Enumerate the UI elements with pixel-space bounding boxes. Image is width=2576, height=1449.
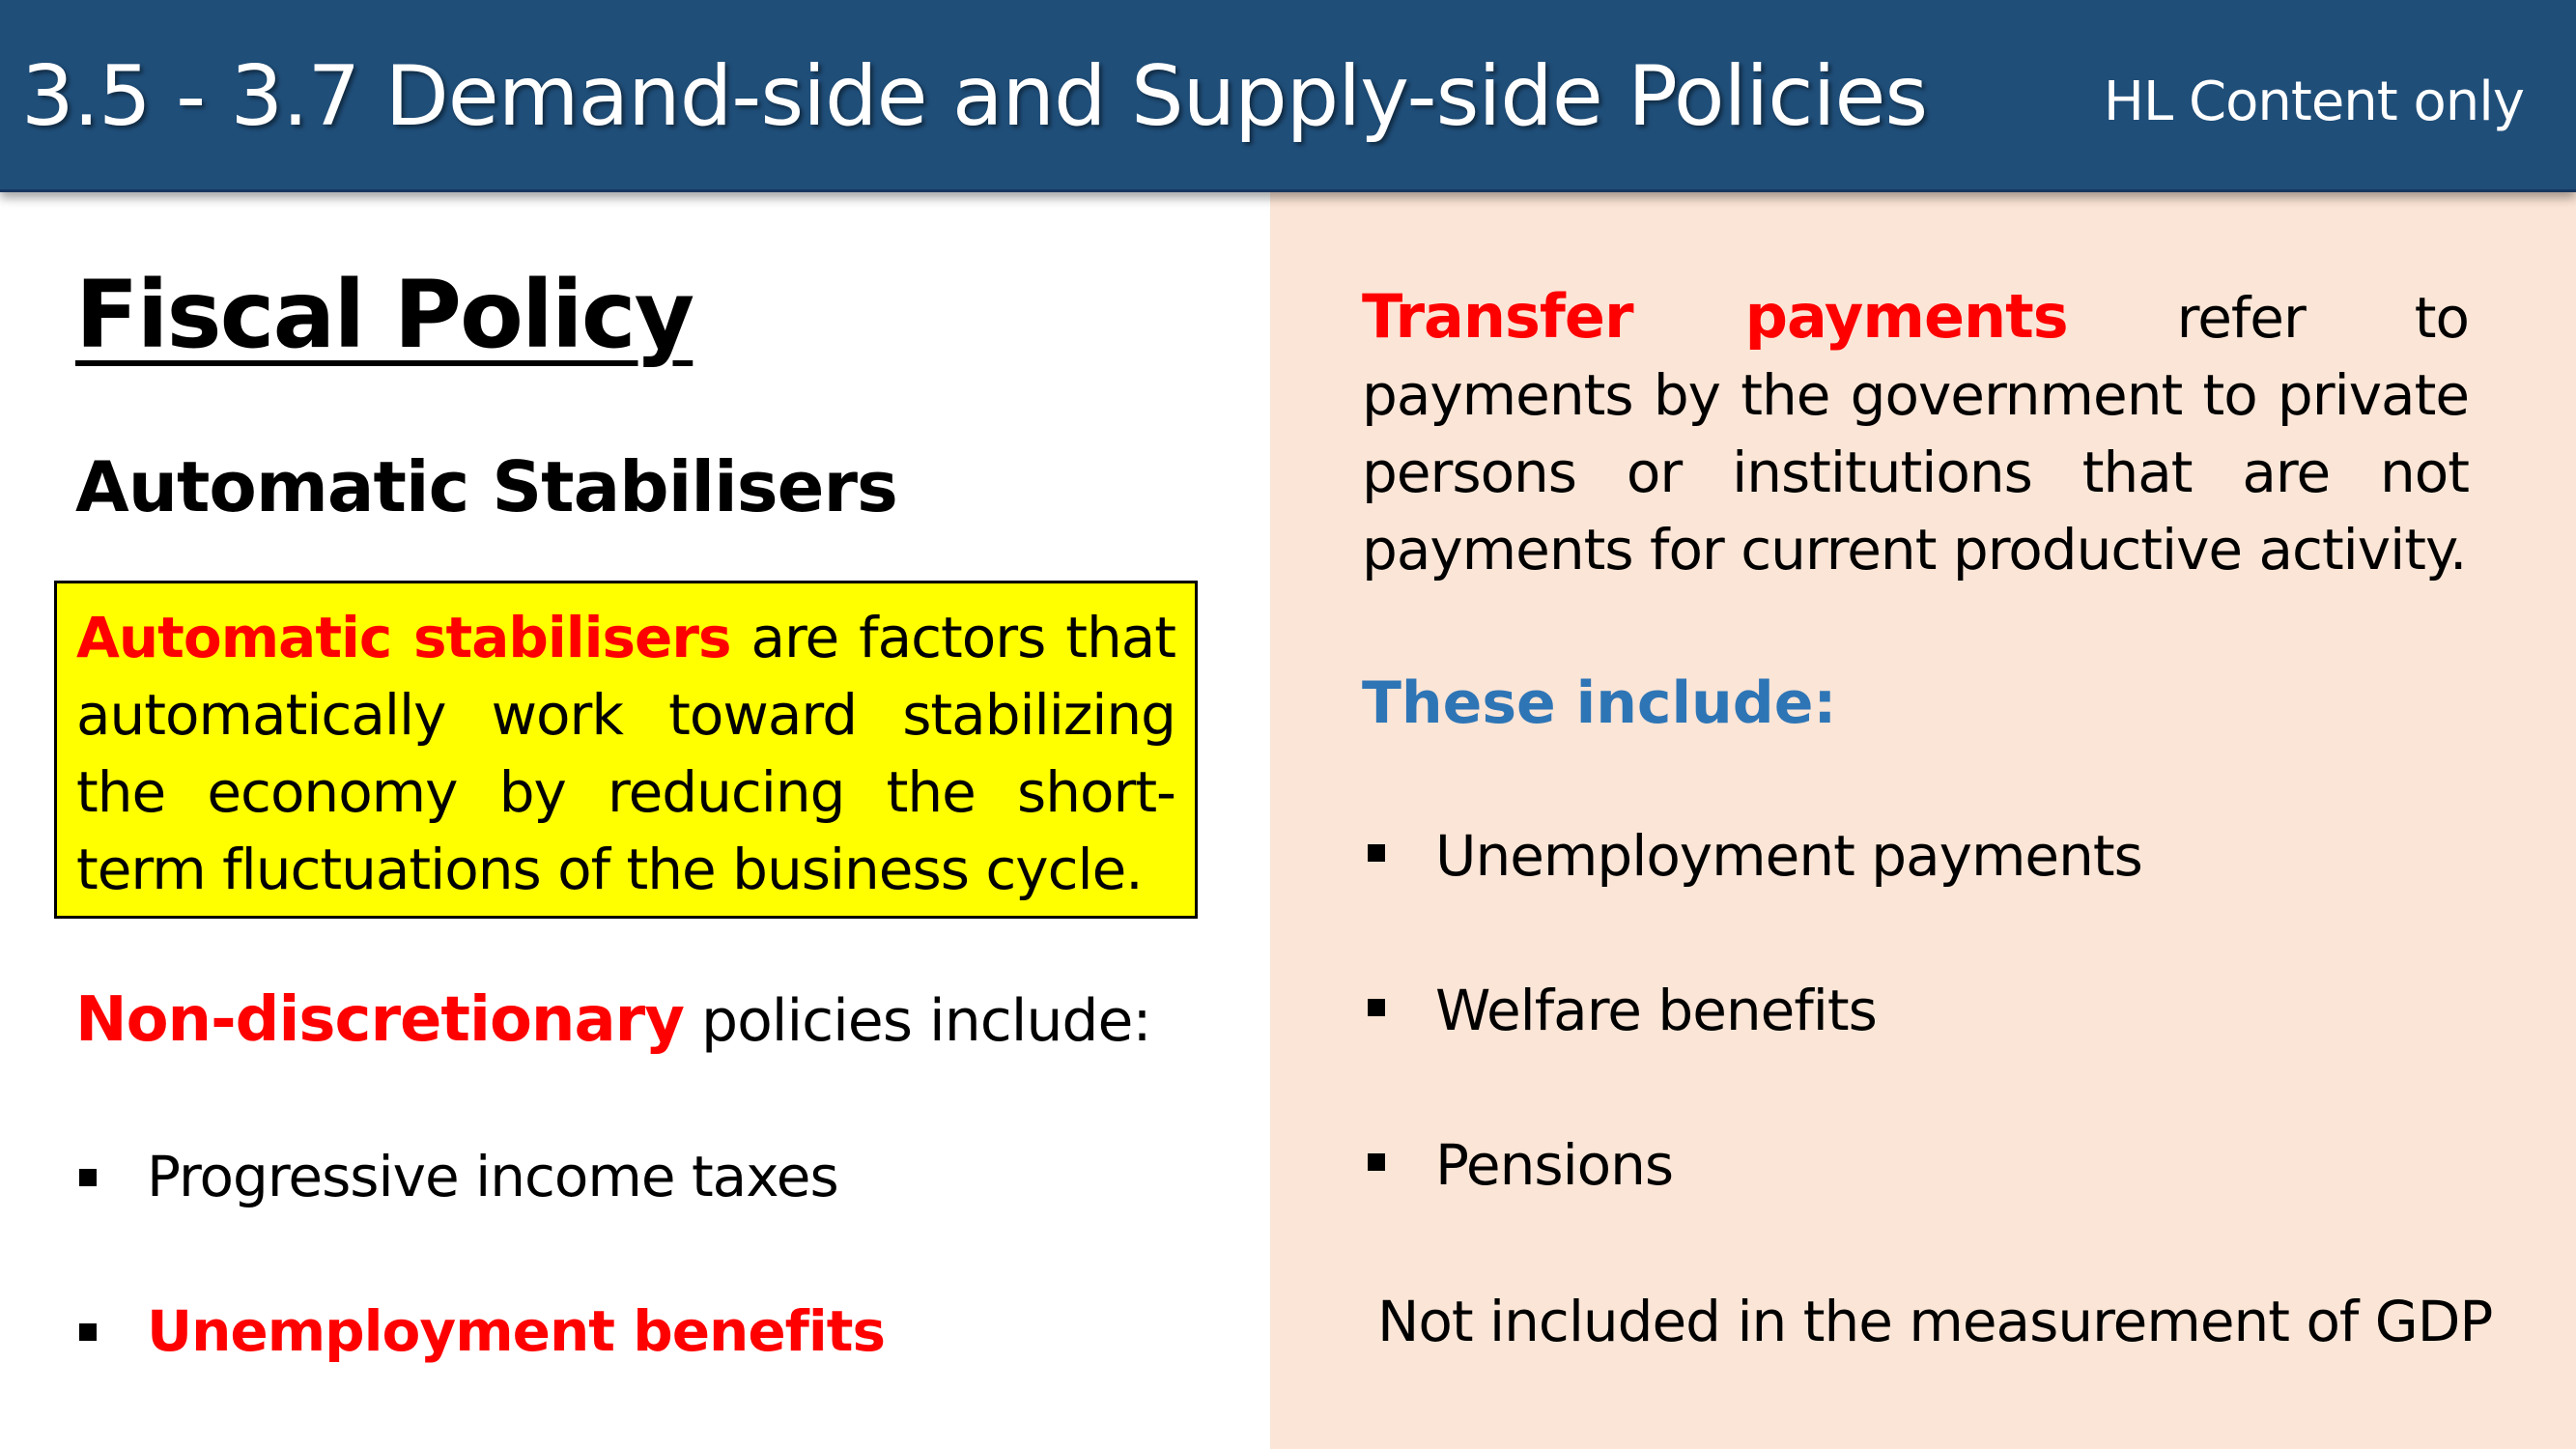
slide-title: 3.5 - 3.7 Demand-side and Supply-side Po… <box>21 48 1928 145</box>
bullet-square-icon <box>79 1169 97 1186</box>
these-include-label: These include: <box>1362 669 1837 737</box>
sub-heading: Automatic Stabilisers <box>75 446 898 527</box>
transfer-payments-definition: Transfer payments refer to payments by t… <box>1362 278 2470 588</box>
non-discretionary-text: policies include: <box>683 987 1152 1055</box>
transfer-payments-text: refer to payments by the government to p… <box>1362 285 2470 582</box>
left-bullet-item-highlighted: Unemployment benefits <box>147 1298 886 1364</box>
definition-term: Automatic stabilisers <box>76 605 732 670</box>
bullet-square-icon <box>1368 999 1385 1016</box>
right-bullet-item: Welfare benefits <box>1435 978 1878 1043</box>
definition-box: Automatic stabilisers are factors that a… <box>54 581 1198 919</box>
right-bullet-item: Pensions <box>1435 1132 1674 1198</box>
left-bullet-item: Progressive income taxes <box>147 1144 839 1209</box>
non-discretionary-line: Non-discretionary policies include: <box>75 981 1152 1060</box>
hl-content-badge: HL Content only <box>2103 71 2525 133</box>
right-panel-background <box>1270 192 2576 1449</box>
gdp-note: Not included in the measurement of GDP <box>1377 1289 2493 1354</box>
definition-text: are factors that automatically work towa… <box>76 605 1176 902</box>
transfer-payments-term: Transfer payments <box>1362 281 2069 352</box>
slide-header: 3.5 - 3.7 Demand-side and Supply-side Po… <box>0 0 2576 192</box>
non-discretionary-term: Non-discretionary <box>75 984 685 1056</box>
bullet-square-icon <box>79 1323 97 1341</box>
bullet-square-icon <box>1368 844 1385 862</box>
right-bullet-item: Unemployment payments <box>1435 823 2143 889</box>
bullet-square-icon <box>1368 1153 1385 1171</box>
section-heading: Fiscal Policy <box>75 261 694 369</box>
